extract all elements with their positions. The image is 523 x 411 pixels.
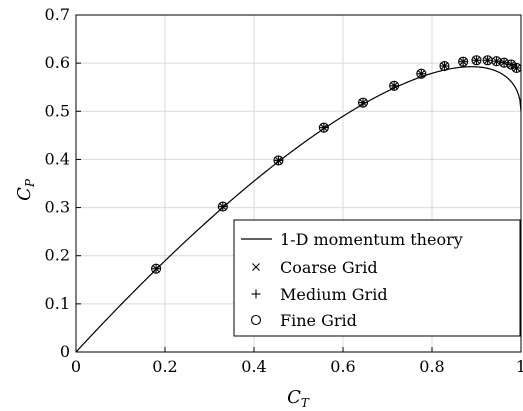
legend-box xyxy=(233,219,521,337)
marker-fine-grid xyxy=(273,155,284,166)
legend-marker-fine-icon xyxy=(250,314,262,326)
y-tick-label: 0.2 xyxy=(45,246,70,265)
y-tick-label: 0 xyxy=(60,342,70,361)
marker-fine-grid xyxy=(389,80,400,91)
legend-marker-coarse-icon xyxy=(252,263,260,271)
marker-fine-grid xyxy=(499,57,510,68)
x-axis-label: CT xyxy=(287,387,310,410)
marker-fine-grid xyxy=(357,97,369,108)
marker-medium-grid xyxy=(151,264,161,274)
x-tick-label: 1 xyxy=(516,357,523,376)
marker-medium-grid xyxy=(483,55,493,65)
marker-medium-grid xyxy=(218,202,228,212)
marker-fine-grid xyxy=(439,60,450,72)
x-tick-label: 0.8 xyxy=(419,357,444,376)
y-tick-label: 0.7 xyxy=(45,5,70,24)
y-tick-label: 0.3 xyxy=(45,198,70,217)
legend-label-coarse-grid: Coarse Grid xyxy=(280,258,378,277)
y-tick-label: 0.5 xyxy=(45,101,70,120)
y-tick-label: 0.4 xyxy=(45,149,70,168)
marker-medium-grid xyxy=(358,98,368,108)
markers xyxy=(151,55,522,274)
x-tick-label: 0.6 xyxy=(330,357,355,376)
marker-fine-grid xyxy=(151,263,162,274)
x-axis: 0 0.2 0.4 0.6 0.8 1 xyxy=(71,347,523,376)
legend-marker-medium-icon xyxy=(251,289,261,299)
marker-fine-grid xyxy=(491,56,502,67)
x-tick-label: 0 xyxy=(71,357,81,376)
marker-fine-grid xyxy=(471,55,482,66)
marker-medium-grid xyxy=(512,63,522,73)
legend-label-medium-grid: Medium Grid xyxy=(280,285,388,304)
marker-medium-grid xyxy=(389,81,399,91)
plot-frame xyxy=(75,14,522,353)
marker-fine-grid xyxy=(511,62,522,74)
marker-fine-grid xyxy=(318,122,329,133)
marker-medium-grid xyxy=(273,155,283,165)
marker-fine-grid xyxy=(458,56,469,67)
marker-medium-grid xyxy=(319,123,329,133)
marker-fine-grid xyxy=(506,59,517,70)
marker-medium-grid xyxy=(439,61,449,71)
x-tick-label: 0.2 xyxy=(152,357,177,376)
y-axis-label: CP xyxy=(14,178,37,201)
y-tick-label: 0.1 xyxy=(45,294,70,313)
marker-medium-grid xyxy=(458,57,468,67)
marker-fine-grid xyxy=(217,201,228,212)
legend-label-momentum-theory: 1-D momentum theory xyxy=(280,230,463,249)
x-tick-label: 0.4 xyxy=(241,357,266,376)
marker-medium-grid xyxy=(472,55,481,65)
marker-fine-grid xyxy=(416,68,427,79)
legend-label-fine-grid: Fine Grid xyxy=(280,311,357,330)
y-tick-label: 0.6 xyxy=(45,53,70,72)
y-axis: 0 0.1 0.2 0.3 0.4 0.5 0.6 0.7 xyxy=(45,5,81,361)
marker-medium-grid xyxy=(416,69,426,79)
legend: 1-D momentum theory Coarse Grid Medium G… xyxy=(233,219,521,337)
